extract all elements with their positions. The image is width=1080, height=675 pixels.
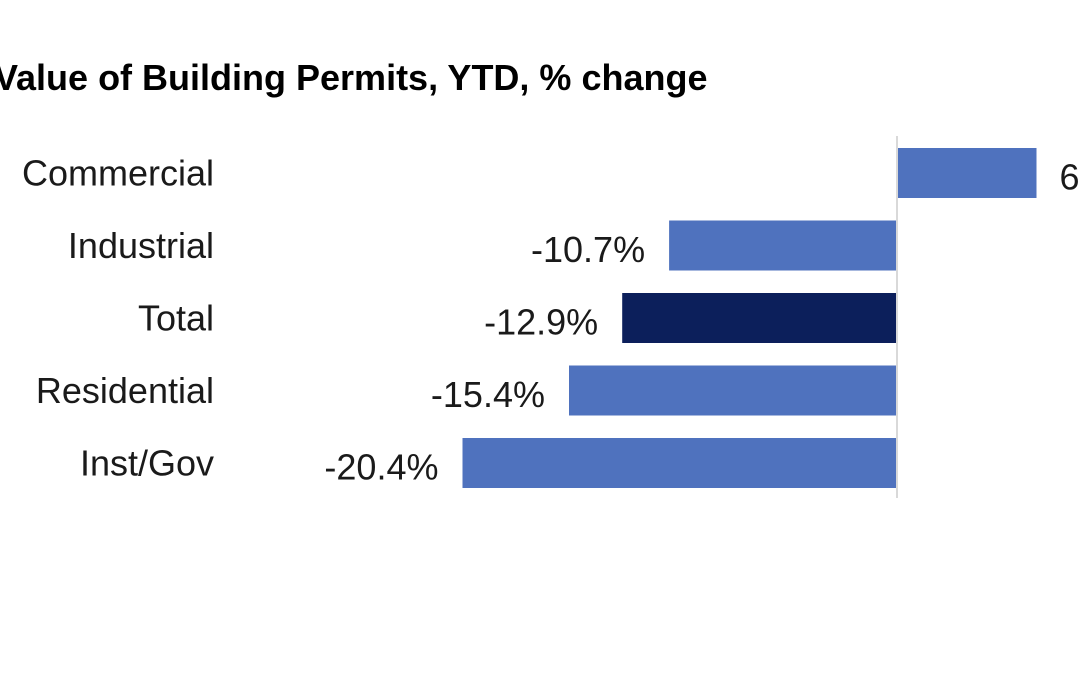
bars-layer [462, 148, 1037, 488]
value-label-residential: -15.4% [431, 374, 545, 415]
bar-residential [569, 365, 897, 416]
category-label-residential: Residential [36, 370, 214, 411]
value-label-industrial: -10.7% [531, 229, 645, 270]
value-label-total: -12.9% [484, 302, 598, 343]
value-label-inst-gov: -20.4% [324, 447, 438, 488]
chart-title: Value of Building Permits, YTD, % change [0, 57, 708, 98]
category-label-industrial: Industrial [68, 225, 214, 266]
category-label-inst-gov: Inst/Gov [80, 443, 214, 484]
bar-inst-gov [462, 438, 897, 488]
bar-total [622, 293, 897, 343]
labels-layer: Commercial 6.5% Industrial -10.7% Total -12.9… [22, 153, 1080, 488]
value-label-commercial: 6.5% [1060, 157, 1080, 198]
category-label-commercial: Commercial [22, 153, 214, 194]
bar-industrial [669, 220, 897, 271]
bar-commercial [898, 148, 1037, 198]
category-label-total: Total [138, 298, 214, 339]
